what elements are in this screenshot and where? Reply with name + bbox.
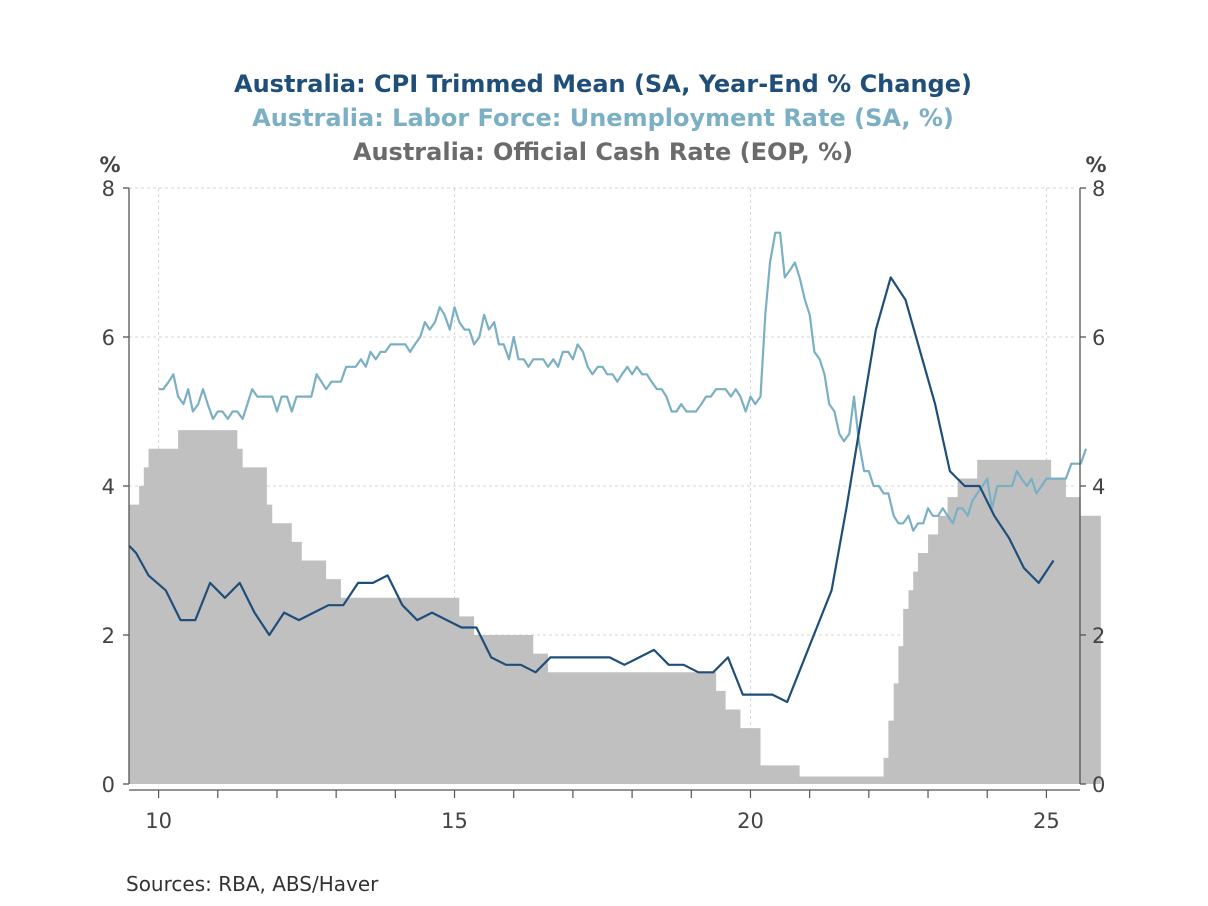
right-y-tick-label: 4: [1092, 475, 1105, 499]
x-tick-label: 25: [1033, 809, 1060, 833]
series-lines: [128, 231, 1088, 704]
tick-labels: 0 0 2 2 4 4 6 6 8 8 10 15 20 25: [102, 177, 1106, 833]
x-tick-label: 10: [145, 809, 172, 833]
chart-title-cash-rate: Australia: Official Cash Rate (EOP, %): [353, 138, 853, 166]
cash-rate-area: [129, 430, 1101, 784]
right-axis-unit: %: [1085, 153, 1106, 177]
left-y-tick-label: 4: [102, 475, 115, 499]
axes: [123, 187, 1086, 798]
unemployment-rate-line: [158, 231, 1088, 532]
right-y-tick-label: 8: [1092, 177, 1105, 201]
cpi-trimmed-mean-line: [128, 276, 1055, 704]
left-y-tick-label: 8: [102, 177, 115, 201]
left-y-tick-label: 2: [102, 624, 115, 648]
left-y-tick-label: 6: [102, 326, 115, 350]
chart-title-unemployment: Australia: Labor Force: Unemployment Rat…: [252, 104, 954, 132]
x-tick-label: 20: [737, 809, 764, 833]
cash-rate-step-area: [129, 430, 1101, 784]
left-axis-unit: %: [99, 153, 120, 177]
right-y-tick-label: 2: [1092, 624, 1105, 648]
left-y-tick-label: 0: [102, 773, 115, 797]
right-y-tick-label: 0: [1092, 773, 1105, 797]
source-note: Sources: RBA, ABS/Haver: [126, 872, 379, 896]
chart-title-cpi: Australia: CPI Trimmed Mean (SA, Year-En…: [234, 70, 972, 98]
x-tick-label: 15: [441, 809, 468, 833]
right-y-tick-label: 6: [1092, 326, 1105, 350]
